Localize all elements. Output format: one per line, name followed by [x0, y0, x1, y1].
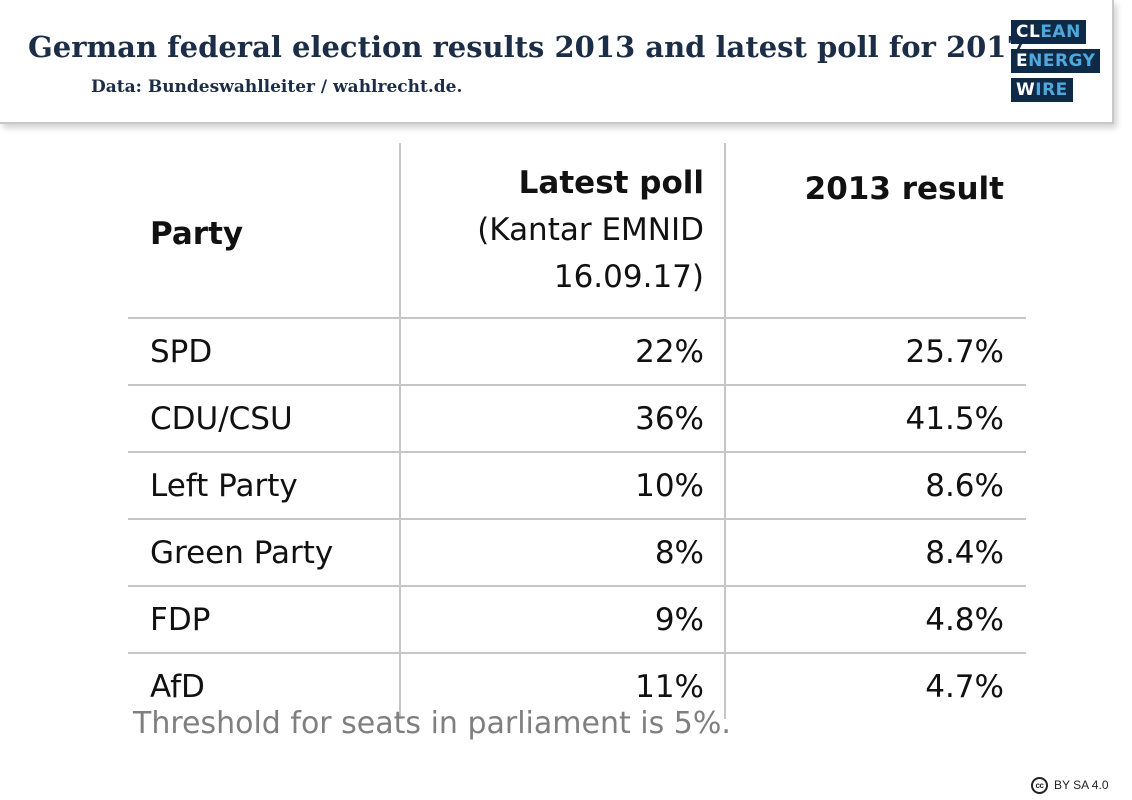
cell-latest-poll: 9% [399, 586, 725, 654]
header-latest-poll-title: Latest poll [518, 164, 704, 201]
clean-energy-wire-logo: CLEAN ENERGY WIRE [1011, 20, 1101, 106]
table-row: AfD 11% 4.7% [128, 653, 1026, 719]
license-badge: cc BY SA 4.0 [1031, 775, 1109, 795]
header-latest-poll: Latest poll (Kantar EMNID 16.09.17) [399, 143, 725, 319]
data-source: Data: Bundeswahlleiter / wahlrecht.de. [91, 77, 463, 97]
table-row: CDU/CSU 36% 41.5% [128, 385, 1026, 453]
cell-party: FDP [128, 586, 400, 654]
cell-party: SPD [128, 318, 400, 386]
cell-party: Green Party [128, 519, 400, 587]
logo-row-energy: ENERGY [1011, 49, 1101, 73]
cell-2013-result: 25.7% [724, 318, 1026, 386]
table-row: Green Party 8% 8.4% [128, 519, 1026, 587]
threshold-note: Threshold for seats in parliament is 5%. [133, 706, 731, 741]
header-party: Party [128, 143, 400, 319]
cell-2013-result: 8.6% [724, 452, 1026, 520]
results-table: Party Latest poll (Kantar EMNID 16.09.17… [128, 143, 1026, 719]
cell-latest-poll: 10% [399, 452, 725, 520]
cell-2013-result: 4.8% [724, 586, 1026, 654]
cell-latest-poll: 22% [399, 318, 725, 386]
logo-row-clean: CLEAN [1011, 20, 1086, 44]
table-row: FDP 9% 4.8% [128, 586, 1026, 654]
table-header-row: Party Latest poll (Kantar EMNID 16.09.17… [128, 143, 1026, 319]
page-title: German federal election results 2013 and… [28, 30, 1027, 64]
table-row: Left Party 10% 8.6% [128, 452, 1026, 520]
cell-latest-poll: 8% [399, 519, 725, 587]
table-row: SPD 22% 25.7% [128, 318, 1026, 386]
cell-party: AfD [150, 668, 205, 705]
header-latest-poll-date: 16.09.17) [553, 258, 704, 295]
logo-row-wire: WIRE [1011, 78, 1073, 102]
cell-2013-result: 8.4% [724, 519, 1026, 587]
header: German federal election results 2013 and… [0, 0, 1114, 124]
cell-2013-result: 4.7% [724, 653, 1026, 719]
cell-latest-poll: 11% [399, 653, 725, 719]
cell-party: Left Party [128, 452, 400, 520]
header-latest-poll-source: (Kantar EMNID [477, 211, 704, 248]
cell-latest-poll: 36% [399, 385, 725, 453]
header-2013-result: 2013 result [724, 143, 1026, 319]
cell-2013-result: 41.5% [724, 385, 1026, 453]
cell-party: CDU/CSU [128, 385, 400, 453]
license-text: BY SA 4.0 [1054, 778, 1109, 792]
cc-icon: cc [1031, 776, 1048, 794]
